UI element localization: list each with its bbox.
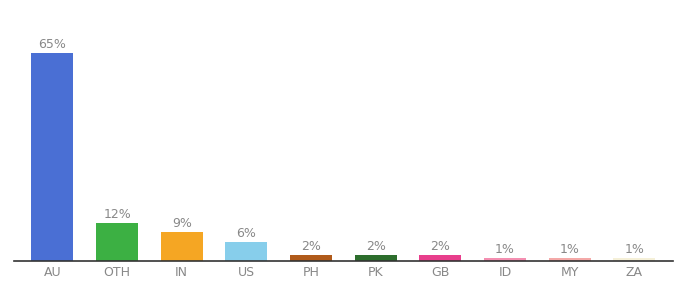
Text: 1%: 1%: [624, 243, 645, 256]
Text: 6%: 6%: [237, 227, 256, 240]
Bar: [96, 223, 138, 261]
Bar: [484, 258, 526, 261]
Text: 1%: 1%: [560, 243, 579, 256]
Bar: [549, 258, 591, 261]
Text: 9%: 9%: [172, 217, 192, 230]
Text: 12%: 12%: [103, 208, 131, 221]
Bar: [613, 258, 656, 261]
Text: 65%: 65%: [39, 38, 67, 51]
Text: 2%: 2%: [301, 240, 321, 253]
Bar: [31, 53, 73, 261]
Bar: [420, 255, 462, 261]
Bar: [355, 255, 396, 261]
Bar: [225, 242, 267, 261]
Bar: [160, 232, 203, 261]
Text: 2%: 2%: [430, 240, 450, 253]
Text: 1%: 1%: [495, 243, 515, 256]
Bar: [290, 255, 332, 261]
Text: 2%: 2%: [366, 240, 386, 253]
